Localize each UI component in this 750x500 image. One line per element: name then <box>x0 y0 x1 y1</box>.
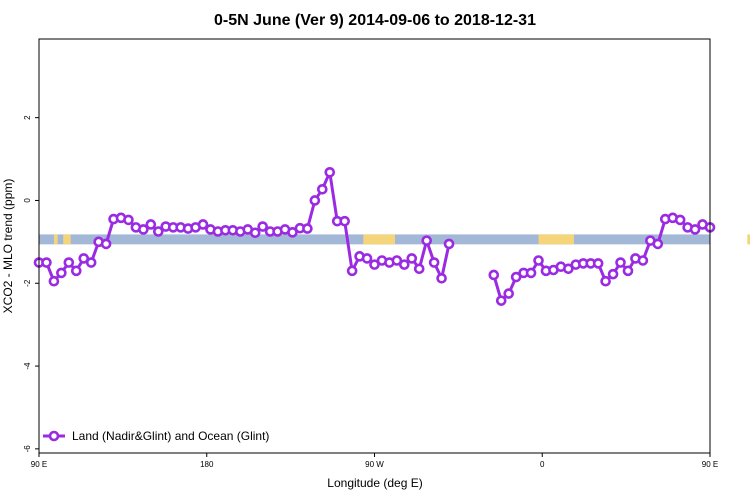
data-point <box>406 253 418 264</box>
x-tick-label: 90 E <box>31 460 47 469</box>
data-point <box>592 258 604 269</box>
y-axis: -6 -4 -2 0 2 <box>23 115 39 453</box>
data-point <box>70 265 82 277</box>
data-point <box>615 257 626 268</box>
land-segment <box>363 234 396 245</box>
x-tick-label: 90 E <box>702 460 718 469</box>
x-axis: 90 E 180 90 W 0 90 E <box>31 453 718 469</box>
data-point <box>436 272 447 284</box>
data-point <box>302 223 313 234</box>
data-point <box>399 259 410 270</box>
data-point <box>324 167 336 178</box>
y-axis-label: XCO2 - MLO trend (ppm) <box>1 179 15 314</box>
land-segment <box>538 234 574 245</box>
data-point <box>525 267 537 279</box>
y-tick-label: 0 <box>23 198 32 203</box>
data-point <box>428 257 440 268</box>
data-point <box>391 255 403 266</box>
data-point <box>197 219 209 230</box>
land-segment <box>53 234 58 245</box>
data-point <box>309 195 321 206</box>
x-tick-label: 90 W <box>365 460 384 469</box>
data-point <box>637 255 649 266</box>
data-point <box>339 215 350 227</box>
data-point <box>600 275 611 287</box>
y-tick-label: -4 <box>23 362 32 370</box>
series-layer <box>33 166 716 306</box>
data-point <box>317 183 328 195</box>
data-point <box>152 226 164 237</box>
data-point <box>48 275 60 287</box>
data-point <box>674 214 686 226</box>
data-point <box>100 238 112 250</box>
data-point <box>257 221 268 232</box>
data-point <box>443 238 455 250</box>
data-point <box>346 265 358 277</box>
data-point <box>145 219 157 230</box>
data-point <box>495 295 507 306</box>
data-point <box>78 253 90 264</box>
data-point <box>369 259 380 270</box>
y-tick-label: 2 <box>23 115 32 120</box>
data-point <box>123 214 134 226</box>
data-point <box>510 271 522 283</box>
data-point <box>622 265 634 277</box>
land-segment <box>747 234 750 245</box>
x-tick-label: 180 <box>200 460 214 469</box>
land-segment <box>63 234 71 245</box>
data-point <box>85 257 97 268</box>
series-line <box>492 216 711 304</box>
data-point <box>56 267 67 279</box>
data-point <box>138 224 149 235</box>
data-point <box>652 238 664 250</box>
data-point <box>689 224 701 235</box>
plot-frame <box>38 38 711 454</box>
legend-label: Land (Nadir&Glint) and Ocean (Glint) <box>72 429 269 443</box>
x-tick-label: 0 <box>540 460 545 469</box>
y-tick-label: -2 <box>23 279 32 287</box>
data-point <box>361 253 373 264</box>
x-axis-label: Longitude (deg E) <box>327 476 422 490</box>
data-point <box>63 257 75 268</box>
data-point <box>249 227 261 239</box>
data-point <box>488 269 500 281</box>
data-point <box>421 235 432 246</box>
chart-title: 0-5N June (Ver 9) 2014-09-06 to 2018-12-… <box>214 12 536 29</box>
data-point <box>287 227 298 238</box>
data-point <box>607 268 619 280</box>
data-point <box>563 263 574 275</box>
data-point <box>413 263 425 275</box>
data-point <box>41 257 52 268</box>
data-point <box>533 255 544 266</box>
legend: Land (Nadir&Glint) and Ocean (Glint) <box>43 429 269 443</box>
land-ocean-band <box>39 234 750 245</box>
y-tick-label: -6 <box>23 445 32 453</box>
legend-marker-swatch <box>48 430 60 442</box>
data-point <box>503 288 515 299</box>
